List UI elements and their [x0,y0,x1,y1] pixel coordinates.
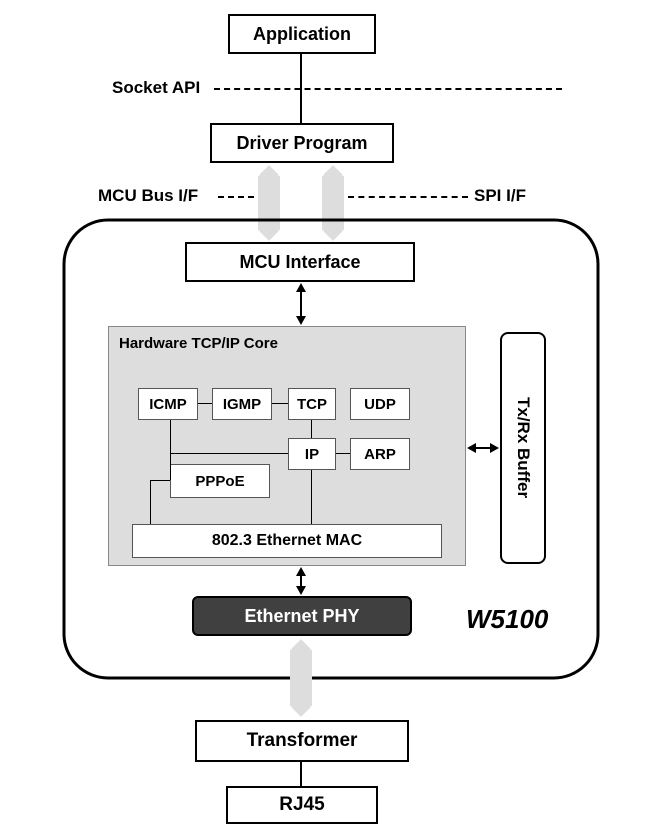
transformer-label: Transformer [247,730,358,752]
proto-pppoe-label: PPPoE [195,473,244,490]
tcpip-core-title: Hardware TCP/IP Core [119,335,278,352]
proto-arp-label: ARP [364,446,396,463]
conn-tcp-ip [311,420,312,438]
proto-ip-label: IP [305,446,319,463]
driver-label: Driver Program [236,133,367,154]
conn-icmp-igmp [198,403,212,404]
arrow-core-buffer [475,447,491,449]
proto-udp-label: UDP [364,396,396,413]
conn-igmp-down [170,420,171,480]
rj45-label: RJ45 [279,794,324,816]
arrow-core-phy-up [296,567,306,576]
arrow-core-buffer-l [467,443,476,453]
dashed-mcu-bus [218,196,254,198]
ethernet-phy-label: Ethernet PHY [244,606,359,627]
conn-pppoe-left [150,480,170,481]
proto-udp: UDP [350,388,410,420]
dashed-spi [348,196,468,198]
rj45-box: RJ45 [226,786,378,824]
mcu-interface-box: MCU Interface [185,242,415,282]
mcu-bus-label: MCU Bus I/F [98,186,198,206]
conn-ip-arp [336,453,350,454]
proto-arp: ARP [350,438,410,470]
socket-api-label: Socket API [112,78,200,98]
proto-icmp-label: ICMP [149,396,187,413]
proto-pppoe: PPPoE [170,464,270,498]
arrow-mcu-core-down [296,316,306,325]
txrx-buffer-label: Tx/Rx Buffer [513,397,533,498]
proto-icmp: ICMP [138,388,198,420]
driver-box: Driver Program [210,123,394,163]
ethernet-phy-box: Ethernet PHY [192,596,412,636]
arrow-core-phy-down [296,586,306,595]
spi-label: SPI I/F [474,186,526,206]
proto-tcp: TCP [288,388,336,420]
conn-igmp-ip [170,453,288,454]
proto-igmp: IGMP [212,388,272,420]
application-label: Application [253,24,351,45]
arrow-mcu-core-up [296,283,306,292]
txrx-buffer-box: Tx/Rx Buffer [500,332,546,564]
conn-pppoe-mac [150,480,151,524]
conn-igmp-tcp [272,403,288,404]
proto-igmp-label: IGMP [223,396,261,413]
mcu-interface-label: MCU Interface [239,252,360,273]
conn-ip-mac [311,470,312,524]
proto-tcp-label: TCP [297,396,327,413]
connector-trans-rj45 [300,762,302,786]
proto-ip: IP [288,438,336,470]
application-box: Application [228,14,376,54]
arrow-core-buffer-r [490,443,499,453]
dashed-socket-api [214,88,562,90]
proto-mac-label: 802.3 Ethernet MAC [212,532,362,550]
arrow-mcu-core [300,291,302,317]
transformer-box: Transformer [195,720,409,762]
chip-name-label: W5100 [466,604,548,635]
proto-mac: 802.3 Ethernet MAC [132,524,442,558]
